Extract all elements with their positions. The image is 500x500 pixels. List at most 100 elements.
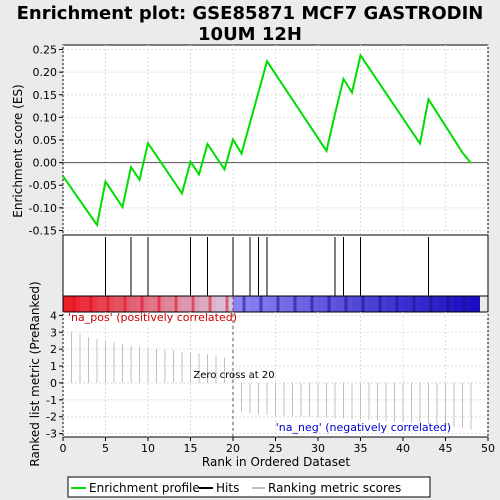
- colorbar-cell: [122, 296, 132, 312]
- rank-colorbar: [62, 295, 489, 313]
- es-ytick-label: 0.15: [33, 89, 58, 102]
- positive-correlation-label: 'na_pos' (positively correlated): [68, 311, 237, 324]
- colorbar-cell: [369, 296, 378, 312]
- hits-panel: [62, 234, 489, 297]
- colorbar-cell: [352, 296, 361, 312]
- es-y-axis-label: Enrichment score (ES): [11, 84, 25, 217]
- es-ytick-label: 0.25: [33, 44, 58, 57]
- colorbar-cell: [301, 296, 310, 312]
- xtick-label: 35: [354, 442, 368, 455]
- legend-enrichment-label: Enrichment profile: [89, 481, 200, 495]
- chart-title-line2: 10UM 12H: [198, 24, 302, 45]
- colorbar-stripe: [259, 296, 263, 312]
- colorbar-cell: [335, 296, 344, 312]
- metric-ytick-label: -3: [46, 428, 57, 441]
- colorbar-stripe: [72, 296, 76, 312]
- colorbar-cell: [275, 296, 285, 312]
- xtick-label: 5: [102, 442, 109, 455]
- x-axis-label: Rank in Ordered Dataset: [202, 455, 350, 469]
- colorbar-stripe: [310, 296, 314, 312]
- metric-ytick-label: -2: [46, 411, 57, 424]
- colorbar-cell: [360, 296, 370, 312]
- colorbar-stripe: [208, 296, 212, 312]
- metric-ytick-label: 3: [50, 326, 57, 339]
- colorbar-stripe: [446, 296, 450, 312]
- metric-ytick-label: 2: [50, 343, 57, 356]
- colorbar-cell: [182, 296, 191, 312]
- colorbar-stripe: [242, 296, 246, 312]
- colorbar-cell: [437, 296, 446, 312]
- legend: Enrichment profile Hits Ranking metric s…: [67, 476, 431, 498]
- xtick-label: 50: [481, 442, 495, 455]
- negative-correlation-label: 'na_neg' (negatively correlated): [276, 421, 451, 434]
- xtick-label: 30: [311, 442, 325, 455]
- metric-ytick-label: 1: [50, 360, 57, 373]
- colorbar-cell: [148, 296, 157, 312]
- legend-hits-label: Hits: [216, 481, 239, 495]
- colorbar-cell: [88, 296, 98, 312]
- es-ytick-label: 0.20: [33, 66, 58, 79]
- legend-metric-label: Ranking metric scores: [268, 481, 401, 495]
- colorbar-stripe: [412, 296, 416, 312]
- colorbar-cell: [326, 296, 336, 312]
- metric-panel: -3 -2 -1 0 1 2 3 4 0 5 10 15 20 25 30 35 40 45 50 'na_pos…: [28, 281, 495, 469]
- colorbar-cell: [190, 296, 200, 312]
- colorbar-cell: [80, 296, 89, 312]
- xtick-label: 0: [60, 442, 67, 455]
- metric-y-axis-ticks: -3 -2 -1 0 1 2 3 4: [46, 309, 63, 441]
- colorbar-stripe: [191, 296, 195, 312]
- enrichment-profile-line: [62, 52, 472, 228]
- colorbar-stripe: [106, 296, 110, 312]
- colorbar-cell: [97, 296, 106, 312]
- colorbar-cell: [403, 296, 412, 312]
- hit-lines: [105, 237, 429, 296]
- metric-ytick-label: -1: [46, 394, 57, 407]
- xtick-label: 40: [396, 442, 410, 455]
- colorbar-cell: [199, 296, 208, 312]
- zero-cross-label: Zero cross at 20: [193, 370, 274, 381]
- es-ytick-label: -0.15: [29, 224, 57, 237]
- colorbar-stripe: [361, 296, 365, 312]
- colorbar-stripe: [395, 296, 399, 312]
- colorbar-cell: [241, 296, 251, 312]
- xtick-label: 20: [226, 442, 240, 455]
- colorbar-stripe: [174, 296, 178, 312]
- chart-title-line1: Enrichment plot: GSE85871 MCF7 GASTRODIN: [17, 3, 484, 24]
- colorbar-cell: [139, 296, 149, 312]
- xtick-label: 15: [184, 442, 198, 455]
- colorbar-cell: [63, 296, 72, 312]
- colorbar-cell: [71, 296, 81, 312]
- colorbar-cell: [394, 296, 404, 312]
- colorbar-cell: [420, 296, 429, 312]
- metric-y-axis-label: Ranked list metric (PreRanked): [28, 281, 42, 466]
- colorbar-cell: [445, 296, 455, 312]
- colorbar-cell: [224, 296, 234, 312]
- colorbar-cell: [318, 296, 327, 312]
- colorbar-stripe: [463, 296, 467, 312]
- colorbar-stripe: [140, 296, 144, 312]
- colorbar-stripe: [429, 296, 433, 312]
- es-y-axis-ticks: -0.15 -0.10 -0.05 0.00 0.05 0.10 0.15 0.20 0.25: [29, 44, 63, 237]
- colorbar-cell: [105, 296, 115, 312]
- colorbar-cell: [411, 296, 421, 312]
- hits-panel-background: [62, 234, 489, 297]
- colorbar-stripe: [157, 296, 161, 312]
- colorbar-stripe: [276, 296, 280, 312]
- colorbar-cell: [250, 296, 259, 312]
- metric-ytick-label: 4: [50, 309, 57, 322]
- colorbar-stripe: [378, 296, 382, 312]
- colorbar-stripe: [327, 296, 331, 312]
- colorbar-cell: [292, 296, 302, 312]
- colorbar-stripe: [89, 296, 93, 312]
- colorbar-cell: [173, 296, 183, 312]
- colorbar-cell: [216, 296, 225, 312]
- es-ytick-label: 0.10: [33, 111, 58, 124]
- colorbar-cell: [309, 296, 319, 312]
- colorbar-cell: [131, 296, 140, 312]
- es-ytick-label: -0.05: [29, 179, 57, 192]
- x-axis-ticks: 0 5 10 15 20 25 30 35 40 45 50: [60, 437, 495, 455]
- xtick-label: 45: [439, 442, 453, 455]
- colorbar-cell: [267, 296, 276, 312]
- colorbar-cell: [114, 296, 123, 312]
- colorbar-stripe: [293, 296, 297, 312]
